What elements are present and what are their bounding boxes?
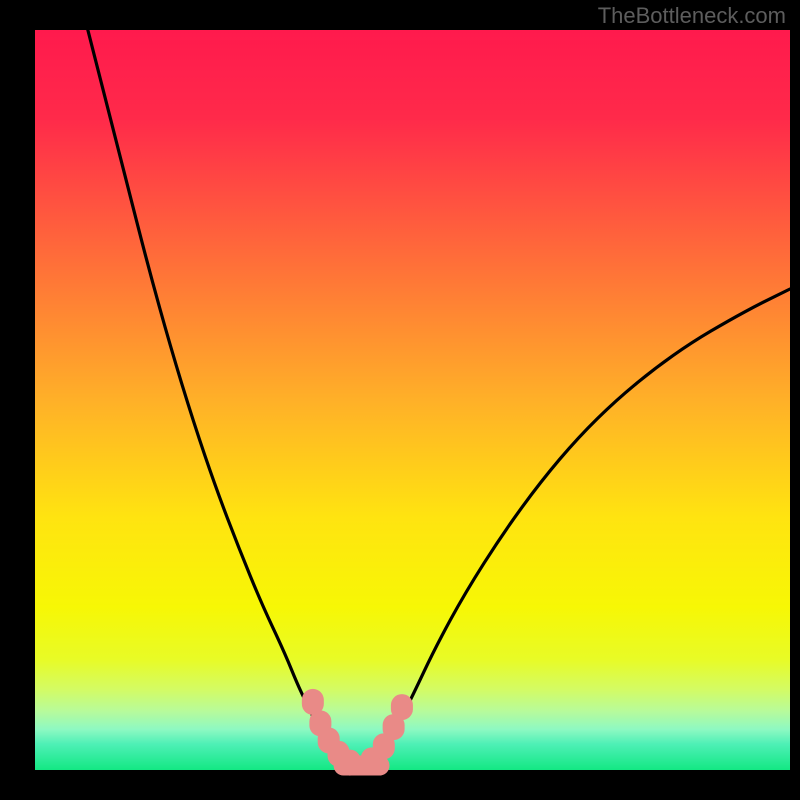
curve-layer [35,30,790,770]
plot-area [35,30,790,770]
right-curve [388,289,790,740]
left-curve [88,30,324,740]
watermark-text: TheBottleneck.com [598,3,786,29]
curve-marker [391,694,413,720]
chart-canvas: TheBottleneck.com [0,0,800,800]
marker-group [302,689,413,776]
